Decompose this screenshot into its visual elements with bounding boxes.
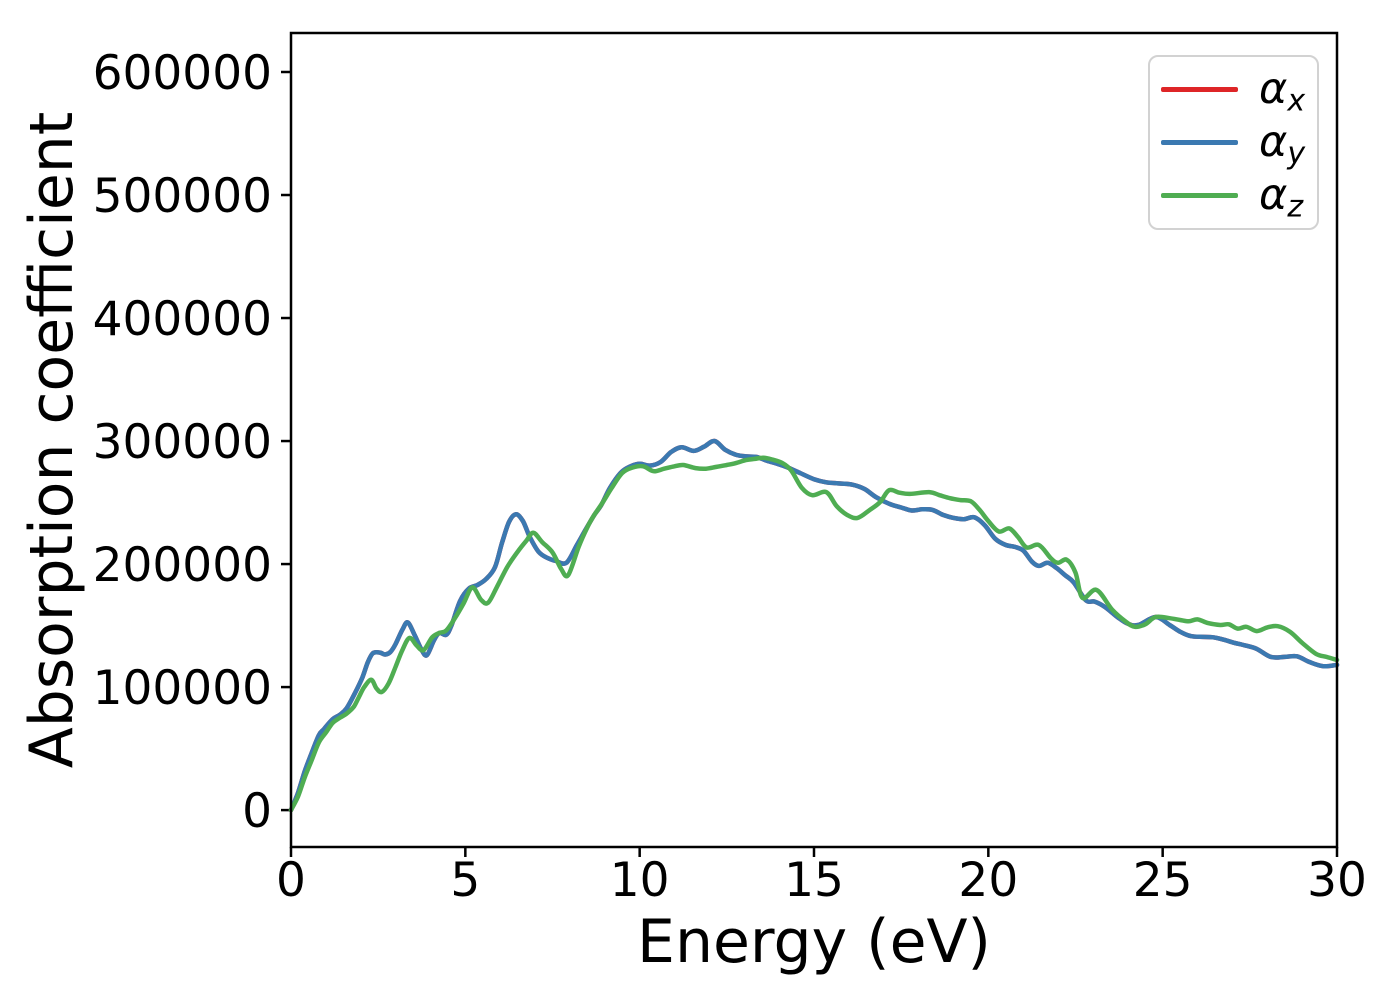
legend: αx αy αz xyxy=(1148,55,1319,230)
legend-entry-alpha_x: αx xyxy=(1150,64,1317,119)
legend-swatch-alpha_x xyxy=(1161,87,1238,92)
y-tick-label: 300000 xyxy=(93,415,272,470)
x-tick-label: 25 xyxy=(1133,853,1193,908)
y-tick-label: 200000 xyxy=(93,538,272,593)
series-lines xyxy=(288,438,1340,813)
y-axis-label: Absorption coefficient xyxy=(17,112,87,769)
legend-label-alpha_z: αz xyxy=(1259,170,1304,225)
x-tick-label: 15 xyxy=(784,853,844,908)
y-tick-label: 500000 xyxy=(93,169,272,224)
x-tick-label: 5 xyxy=(450,853,480,908)
y-tick-label: 600000 xyxy=(93,46,272,101)
legend-entry-alpha_y: αy xyxy=(1150,117,1317,172)
legend-swatch-alpha_y xyxy=(1161,140,1238,145)
y-tick-label: 0 xyxy=(242,784,272,839)
x-tick-label: 10 xyxy=(610,853,670,908)
y-tick-label: 100000 xyxy=(93,661,272,716)
axis-ticks: 0 5 10 15 20 25 30 0 100000 200000 300000 400000 500… xyxy=(93,46,1367,908)
series-alpha_z-line xyxy=(288,455,1340,813)
legend-label-alpha_x: αx xyxy=(1259,64,1306,119)
legend-label-alpha_y: αy xyxy=(1259,117,1306,172)
x-axis-label: Energy (eV) xyxy=(637,907,991,977)
y-tick-label: 400000 xyxy=(93,292,272,347)
x-tick-label: 0 xyxy=(276,853,306,908)
legend-entry-alpha_z: αz xyxy=(1150,170,1317,225)
legend-swatch-alpha_z xyxy=(1161,193,1238,198)
axes-spines xyxy=(289,31,1339,849)
x-tick-label: 20 xyxy=(958,853,1018,908)
x-tick-label: 30 xyxy=(1307,853,1367,908)
